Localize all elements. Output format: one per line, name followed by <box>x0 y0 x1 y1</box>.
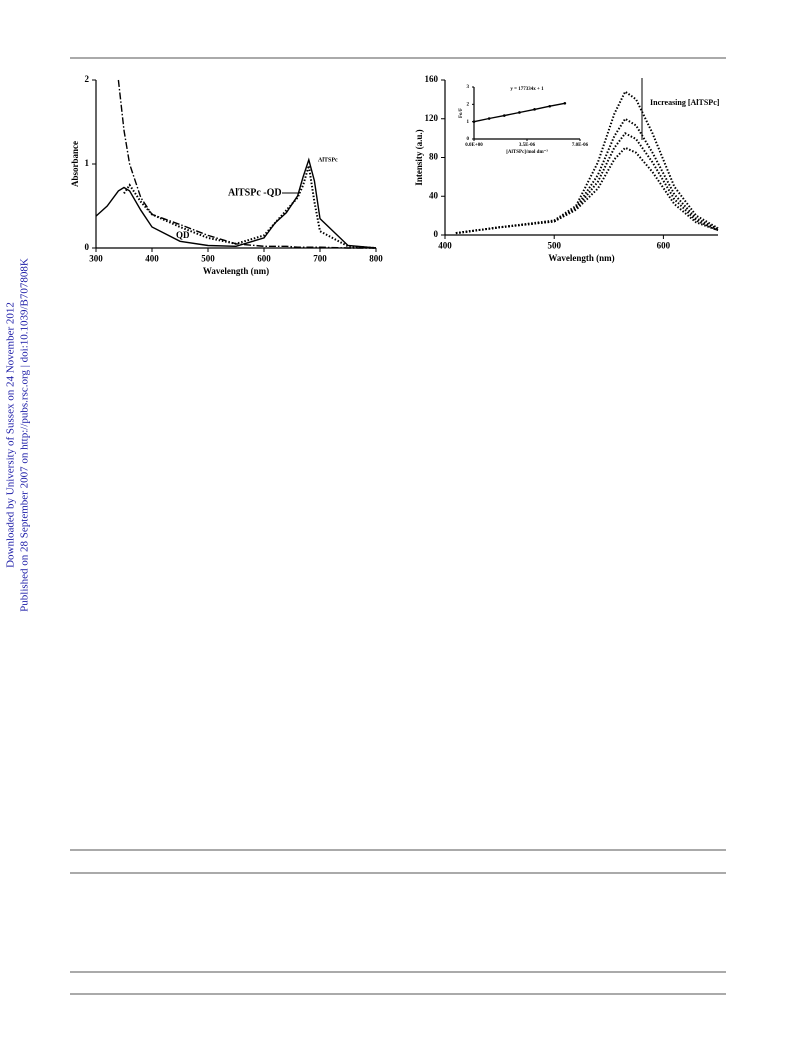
y-tick-label: 2 <box>85 74 90 84</box>
y-tick-label: 1 <box>467 120 470 125</box>
x-tick-label: 400 <box>438 240 452 250</box>
y-tick-label: 40 <box>429 190 439 200</box>
marker <box>502 114 506 117</box>
y-tick-label: 160 <box>425 74 439 84</box>
marker <box>518 111 521 114</box>
x-tick-label: 500 <box>547 240 561 250</box>
y-tick-label: 3 <box>467 85 470 90</box>
annotation: y = 177334x + 1 <box>510 87 544 92</box>
marker <box>563 101 567 105</box>
x-tick-label: 3.5E-06 <box>519 143 536 148</box>
series-line <box>117 79 376 249</box>
y-tick-label: 80 <box>429 152 439 162</box>
series-line <box>123 165 377 249</box>
sidebar-text: Downloaded by University of Sussex on 24… <box>5 302 17 568</box>
annotation: QD <box>176 230 190 240</box>
y-tick-label: 0 <box>467 137 470 142</box>
sidebar-text: Published on 28 September 2007 on http:/… <box>19 258 31 612</box>
x-tick-label: 600 <box>257 253 271 263</box>
annotation: Increasing [AlTSPc] <box>650 98 720 107</box>
x-tick-label: 400 <box>145 253 159 263</box>
x-axis-label: [AlTSPc]/mol dm⁻³ <box>506 149 548 155</box>
x-axis-label: Wavelength (nm) <box>203 266 269 276</box>
y-tick-label: 2 <box>467 102 470 107</box>
y-axis-label: Intensity (a.u.) <box>414 129 424 185</box>
y-axis-label: Absorbance <box>70 141 80 187</box>
x-tick-label: 7.0E-06 <box>572 143 589 148</box>
series-line <box>95 157 377 249</box>
annotation: AlTSPc <box>318 157 338 163</box>
y-tick-label: 0 <box>85 242 90 252</box>
rules <box>70 57 726 995</box>
x-tick-label: 700 <box>313 253 327 263</box>
marker <box>487 117 491 120</box>
x-tick-label: 300 <box>89 253 103 263</box>
annotation: AlTSPc -QD <box>228 187 282 198</box>
y-axis-label: Fo/F <box>459 108 464 118</box>
x-tick-label: 0.0E+00 <box>465 143 483 148</box>
x-tick-label: 600 <box>657 240 671 250</box>
x-tick-label: 500 <box>201 253 215 263</box>
marker <box>472 120 476 123</box>
y-tick-label: 120 <box>425 113 439 123</box>
y-tick-label: 0 <box>434 229 439 239</box>
marker <box>548 104 552 108</box>
x-axis-label: Wavelength (nm) <box>548 253 614 263</box>
marker <box>533 108 536 111</box>
y-tick-label: 1 <box>85 158 90 168</box>
series-line <box>455 146 719 235</box>
x-tick-label: 800 <box>369 253 383 263</box>
